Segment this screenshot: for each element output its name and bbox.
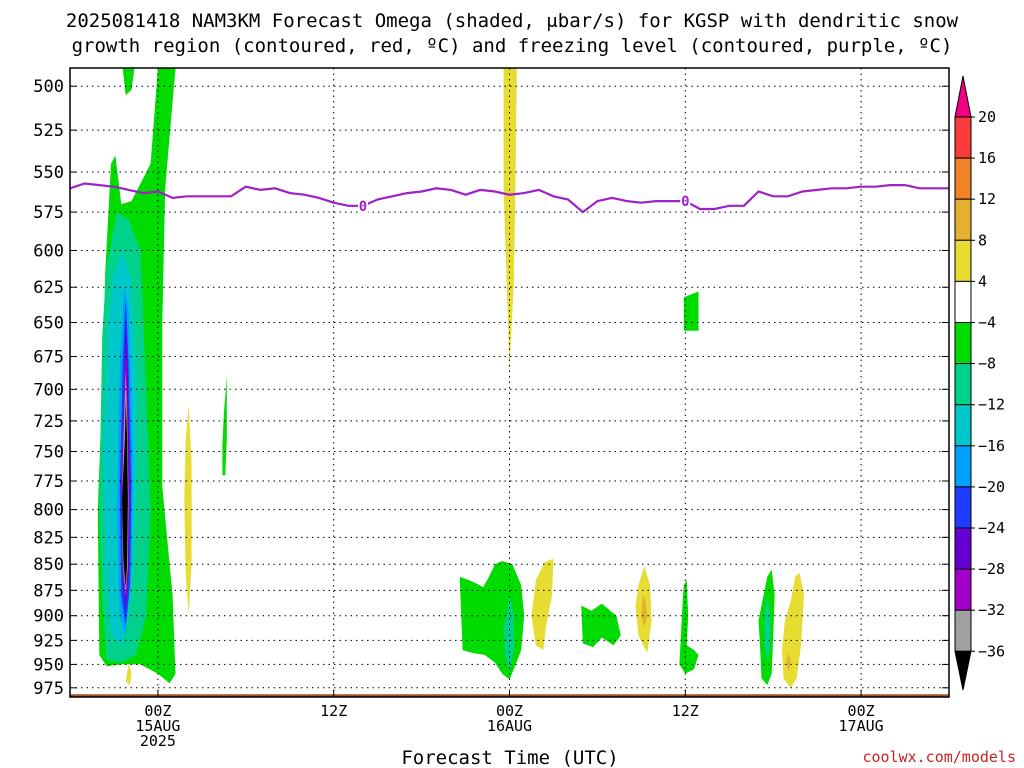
omega-region — [531, 558, 554, 651]
colorbar-bin — [954, 527, 972, 570]
x-tick-label: 00Z — [848, 702, 875, 720]
omega-region — [679, 580, 699, 674]
colorbar-label: −28 — [978, 560, 1005, 578]
y-tick-label: 650 — [33, 314, 64, 334]
y-tick-label: 550 — [33, 163, 64, 183]
omega-region — [641, 595, 648, 628]
y-tick-label: 525 — [33, 121, 64, 141]
colorbar-bin — [954, 363, 972, 406]
colorbar-bin — [954, 239, 972, 282]
omega-region — [222, 376, 227, 476]
omega-region — [122, 399, 128, 588]
colorbar-label: −36 — [978, 642, 1005, 660]
y-tick-label: 575 — [33, 203, 64, 223]
colorbar-label: 8 — [978, 231, 987, 249]
y-tick-label: 925 — [33, 631, 64, 651]
colorbar-bin — [954, 568, 972, 611]
chart-title-line-1: 2025081418 NAM3KM Forecast Omega (shaded… — [66, 10, 959, 32]
omega-region — [786, 653, 791, 672]
omega-region — [122, 68, 135, 96]
colorbar-label: −20 — [978, 478, 1005, 496]
colorbar-bin — [954, 322, 972, 365]
freezing-label-bg — [358, 198, 368, 213]
y-tick-label: 600 — [33, 241, 64, 261]
colorbar-label: 16 — [978, 149, 996, 167]
grid-lines — [70, 68, 949, 697]
x-tick-label: 12Z — [320, 702, 347, 720]
y-tick-label: 500 — [33, 77, 64, 97]
colorbar-label: −4 — [978, 314, 996, 332]
chart-title-line-2: growth region (contoured, red, ºC) and f… — [72, 35, 953, 57]
y-tick-label: 700 — [33, 380, 64, 400]
omega-region — [125, 664, 132, 685]
colorbar-label: −12 — [978, 396, 1005, 414]
y-tick-label: 725 — [33, 412, 64, 432]
omega-region — [503, 68, 517, 369]
y-tick-label: 950 — [33, 655, 64, 675]
y-tick-label: 675 — [33, 348, 64, 368]
colorbar-label: −16 — [978, 437, 1005, 455]
colorbar-label: −24 — [978, 519, 1005, 537]
colorbar-bin — [954, 609, 972, 652]
colorbar-label: 4 — [978, 272, 987, 290]
colorbar-bin — [954, 486, 972, 529]
plot-area: 0 0 500 525 550 575 600 625 650 675 700 725 750 775 80… — [33, 67, 950, 750]
colorbar-bin — [954, 116, 972, 159]
omega-region — [581, 603, 621, 648]
colorbar-label: −8 — [978, 355, 996, 373]
x-tick-label: 2025 — [140, 732, 176, 750]
y-tick-label: 850 — [33, 555, 64, 575]
omega-region — [764, 595, 771, 663]
y-tick-label: 750 — [33, 442, 64, 462]
x-tick-label: 16AUG — [487, 717, 532, 735]
y-tick-label: 875 — [33, 581, 64, 601]
freezing-level-label: 0 — [681, 194, 689, 210]
y-tick-label: 800 — [33, 501, 64, 521]
y-tick-label: 900 — [33, 607, 64, 627]
colorbar-top-triangle — [954, 75, 972, 118]
omega-region — [184, 404, 192, 614]
colorbar-label: 12 — [978, 190, 996, 208]
freezing-label-bg — [680, 194, 691, 209]
x-tick-label: 17AUG — [839, 717, 884, 735]
freezing-level-label: 0 — [359, 199, 367, 215]
y-tick-label: 625 — [33, 278, 64, 298]
x-tick-label: 00Z — [144, 702, 171, 720]
omega-region — [683, 291, 699, 331]
y-tick-label: 975 — [33, 679, 64, 699]
colorbar-label: −32 — [978, 601, 1005, 619]
x-tick-label: 00Z — [496, 702, 523, 720]
x-tick-label: 15AUG — [135, 717, 180, 735]
colorbar-bin — [954, 404, 972, 447]
colorbar-bin — [954, 157, 972, 200]
omega-shading — [97, 68, 804, 688]
y-tick-label: 825 — [33, 528, 64, 548]
colorbar: 20 16 12 8 4 −4 −8 −12 −16 −20 −24 −28 −32 −36 — [954, 75, 1005, 691]
omega-region — [503, 595, 514, 672]
y-tick-label: 775 — [33, 472, 64, 492]
colorbar-bin — [954, 198, 972, 241]
credit-text: coolwx.com/models — [862, 748, 1016, 766]
colorbar-bin — [954, 445, 972, 488]
colorbar-bin — [954, 280, 972, 323]
x-tick-label: 12Z — [672, 702, 699, 720]
colorbar-bottom-triangle — [954, 650, 972, 691]
freezing-level-line — [69, 182, 949, 214]
x-axis-label: Forecast Time (UTC) — [401, 747, 618, 768]
colorbar-label: 20 — [978, 108, 996, 126]
